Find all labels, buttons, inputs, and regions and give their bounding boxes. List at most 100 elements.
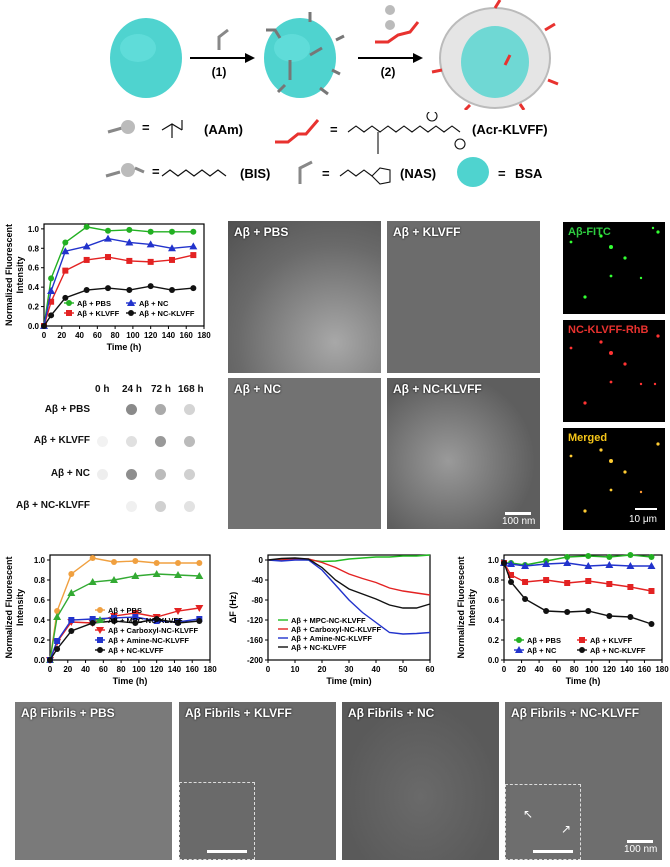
fluor-image-nc-klvff-rhb: NC-KLVFF-RhB: [563, 320, 665, 422]
svg-text:(1): (1): [212, 65, 227, 79]
dot-col-168h: 168 h: [178, 384, 204, 395]
svg-text:Time (h): Time (h): [566, 676, 601, 686]
svg-text:180: 180: [203, 665, 217, 674]
svg-text:0.0: 0.0: [34, 656, 46, 665]
dot-row-klvff: Aβ + KLVFF: [33, 435, 90, 446]
svg-text:0: 0: [42, 331, 47, 340]
dot-col-24h: 24 h: [122, 384, 143, 395]
aam-symbol-icon: [107, 120, 135, 134]
nas-symbol-icon: [298, 160, 313, 184]
svg-text:Time (min): Time (min): [326, 676, 371, 686]
svg-text:120: 120: [150, 665, 164, 674]
svg-text:=: =: [142, 120, 150, 135]
svg-text:60: 60: [93, 331, 102, 340]
svg-text:Time (h): Time (h): [107, 342, 142, 352]
blot-dot: [126, 404, 137, 415]
svg-text:40: 40: [75, 331, 84, 340]
svg-text:=: =: [330, 122, 338, 137]
svg-text:80: 80: [570, 665, 579, 674]
tem-image-fibrils-pbs: Aβ Fibrils + PBS: [15, 702, 172, 860]
svg-text:ΔF (Hz): ΔF (Hz): [228, 592, 238, 623]
fluor-image-merged: Merged 10 μm: [563, 428, 665, 530]
svg-text:0: 0: [259, 556, 264, 565]
svg-text:1.0: 1.0: [28, 225, 40, 234]
svg-text:0: 0: [266, 665, 271, 674]
acr-klvff-symbol-icon: [275, 119, 320, 144]
fitc-spots: [569, 226, 660, 299]
svg-text:Normalized Fluorescent: Normalized Fluorescent: [456, 556, 466, 658]
svg-text:60: 60: [552, 665, 561, 674]
dot-col-0h: 0 h: [95, 384, 110, 395]
svg-text:Aβ + PBS: Aβ + PBS: [108, 606, 142, 615]
svg-text:160: 160: [186, 665, 200, 674]
aam-structure-icon: [161, 120, 183, 138]
line-chart-2: 0 20 40 60 80 100 120 140 160 180 0.0 0.2 0.4 0.6 0.8 1…: [4, 554, 217, 686]
tem-image-abeta-pbs: Aβ + PBS: [228, 221, 381, 373]
svg-text:1.0: 1.0: [488, 556, 500, 565]
svg-text:Intensity: Intensity: [467, 589, 477, 626]
tem-image-fibrils-nc: Aβ Fibrils + NC: [342, 702, 499, 860]
svg-text:0: 0: [502, 665, 507, 674]
bsa-symbol-icon: [457, 157, 489, 187]
svg-text:Aβ + NC: Aβ + NC: [139, 299, 169, 308]
bsa-protein-icon: [110, 18, 182, 98]
scale-bar-label: 10 μm: [629, 514, 657, 525]
chart-qcm-frequency: 0 10 20 30 40 50 60 0 -40 -80 -120 -160 -200 Time (mi…: [222, 545, 447, 690]
svg-text:60: 60: [99, 665, 108, 674]
svg-text:Intensity: Intensity: [15, 256, 25, 293]
svg-text:-80: -80: [251, 596, 263, 605]
svg-text:20: 20: [318, 665, 327, 674]
svg-text:Aβ + KLVFF: Aβ + KLVFF: [590, 636, 633, 645]
svg-text:180: 180: [197, 331, 211, 340]
svg-text:20: 20: [517, 665, 526, 674]
svg-text:-120: -120: [247, 616, 264, 625]
tem-image-abeta-nc-klvff: Aβ + NC-KLVFF 100 nm: [387, 378, 540, 529]
merged-spots: [569, 442, 660, 513]
scale-bar: [505, 512, 531, 515]
blot-dot: [184, 436, 195, 447]
svg-text:40: 40: [372, 665, 381, 674]
blot-dot: [126, 469, 137, 480]
chem-structures: = (AAm) = (BIS) = (Acr-KLVFF): [105, 110, 548, 187]
svg-text:100: 100: [126, 331, 140, 340]
svg-text:0.8: 0.8: [34, 576, 46, 585]
svg-text:Normalized Fluorescent: Normalized Fluorescent: [4, 556, 14, 658]
svg-text:Aβ + PBS: Aβ + PBS: [527, 636, 561, 645]
svg-text:0.2: 0.2: [488, 636, 500, 645]
dot-col-72h: 72 h: [151, 384, 172, 395]
svg-text:=: =: [322, 166, 330, 181]
svg-text:20: 20: [57, 331, 66, 340]
svg-text:80: 80: [117, 665, 126, 674]
svg-text:Aβ + NC: Aβ + NC: [527, 646, 557, 655]
svg-text:(AAm): (AAm): [204, 122, 243, 137]
svg-text:140: 140: [620, 665, 634, 674]
scale-bar: [533, 850, 573, 853]
blot-dot: [155, 404, 166, 415]
bis-symbol-icon: [105, 163, 145, 178]
svg-text:120: 120: [144, 331, 158, 340]
svg-text:=: =: [152, 164, 160, 179]
svg-text:Aβ + NC-KLVFF: Aβ + NC-KLVFF: [139, 309, 195, 318]
svg-text:0.2: 0.2: [34, 636, 46, 645]
svg-text:(NAS): (NAS): [400, 166, 436, 181]
svg-text:-200: -200: [247, 656, 264, 665]
chart-nc-variants-inhibition: 0 20 40 60 80 100 120 140 160 180 0.0 0.2 0.4 0.6 0.8 1…: [0, 545, 220, 690]
svg-text:30: 30: [345, 665, 354, 674]
svg-text:0.4: 0.4: [34, 616, 46, 625]
scale-bar: [635, 508, 657, 510]
blot-dot: [184, 501, 195, 512]
dot-blot-panel: 0 h 24 h 72 h 168 h Aβ + PBS Aβ + KLVFF …: [0, 380, 215, 530]
acr-klvff-structure-icon: [347, 110, 466, 154]
svg-text:140: 140: [168, 665, 182, 674]
scale-bar-label: 100 nm: [624, 844, 658, 855]
scale-bar-label: 100 nm: [502, 516, 536, 527]
svg-text:Aβ + Carboxyl-NC-KLVFF: Aβ + Carboxyl-NC-KLVFF: [108, 626, 198, 635]
blot-dot: [184, 469, 195, 480]
svg-text:0.2: 0.2: [28, 303, 40, 312]
blot-dot: [184, 404, 195, 415]
svg-text:Aβ + NC-KLVFF: Aβ + NC-KLVFF: [590, 646, 646, 655]
tem-image-fibrils-nc-klvff: Aβ Fibrils + NC-KLVFF ↖ ↗ 100 nm: [505, 702, 662, 860]
svg-text:160: 160: [180, 331, 194, 340]
svg-text:Time (h): Time (h): [113, 676, 148, 686]
svg-text:100: 100: [132, 665, 146, 674]
